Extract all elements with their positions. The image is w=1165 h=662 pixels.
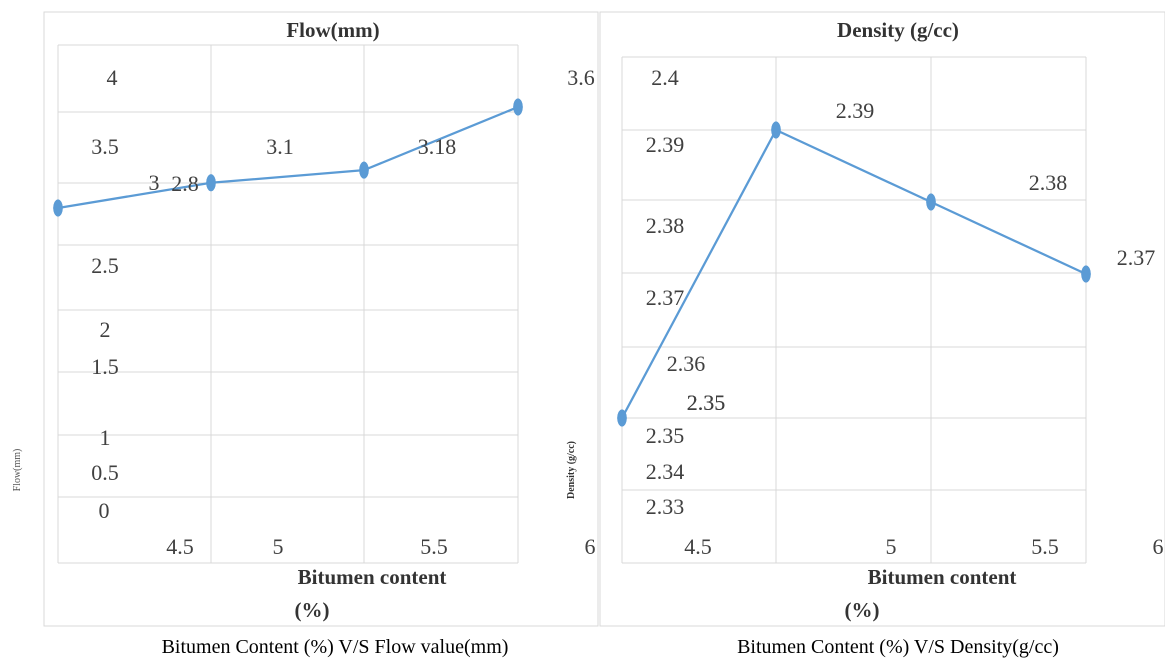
density-series-data-point (617, 409, 627, 427)
density-chart-frame (599, 11, 1165, 627)
flow-x-tick-label: 4.5 (166, 534, 194, 559)
density-series-line (620, 128, 1088, 420)
flow-gridlines (57, 44, 519, 564)
density-x-tick-label: 6 (585, 534, 596, 559)
density-series-data-point (1081, 265, 1091, 283)
flow-y-axis-label: Flow(mm) (12, 449, 23, 492)
flow-series-data-point (53, 199, 63, 217)
density-y-tick-label: 2.33 (646, 494, 685, 519)
flow-x-axis-label: Bitumen content (298, 565, 447, 589)
density-chart-caption: Bitumen Content (%) V/S Density(g/cc) (737, 636, 1059, 658)
density-tick-labels: 2.4 2.39 2.38 2.37 2.36 2.352.35 2.34 2.33 6 4.5 5… (585, 65, 1164, 559)
density-gridlines (621, 56, 1087, 564)
flow-x-tick-label: 3.6 (567, 65, 595, 90)
density-y-tick-label: 2.35 (687, 390, 726, 415)
density-data-label: 2.35 (687, 390, 726, 415)
flow-x-tick-label: 5 (273, 534, 284, 559)
flow-y-tick-label: 4 (107, 65, 118, 90)
density-x-axis-label-unit: (%) (845, 598, 880, 622)
flow-series-data-point (513, 98, 523, 116)
density-y-tick-label: 2.36 (667, 351, 706, 376)
density-series-data-point (771, 121, 781, 139)
density-x-axis-label: Bitumen content (868, 565, 1017, 589)
flow-y-tick-label: 3.5 (91, 134, 119, 159)
density-data-label: 2.37 (1117, 245, 1156, 270)
flow-chart-frame (43, 11, 599, 627)
density-x-tick-label: 5 (886, 534, 897, 559)
density-y-tick-label: 2.39 (646, 132, 685, 157)
density-y-axis-label: Density (g/cc) (566, 441, 577, 499)
flow-y-tick-label: 1 (100, 425, 111, 450)
density-y-tick-label: 2.35 (646, 423, 685, 448)
flow-y-tick-label: 0.5 (91, 460, 119, 485)
density-y-tick-label: 2.4 (651, 65, 679, 90)
density-y-tick-label: 2.38 (646, 213, 685, 238)
flow-data-label: 3.1 (266, 134, 294, 159)
density-x-tick-label: 4.5 (684, 534, 712, 559)
flow-series-data-point (206, 174, 216, 192)
density-data-label: 2.38 (1029, 170, 1068, 195)
flow-chart-title: Flow(mm) (286, 18, 379, 42)
density-x-tick-label: 6 (1153, 534, 1164, 559)
flow-y-tick-label: 2.5 (91, 253, 119, 278)
flow-series-data-point (359, 161, 369, 179)
density-series-data-point (926, 193, 936, 211)
flow-data-labels: 2.8 3.1 3.18 (171, 134, 456, 196)
flow-series (53, 98, 523, 217)
flow-series-line (56, 105, 520, 210)
flow-y-tick-label: 1.5 (91, 354, 119, 379)
density-data-labels: 2.35 2.39 2.38 2.37 (687, 98, 1156, 415)
flow-y-tick-label: 2 (100, 317, 111, 342)
density-y-tick-label: 2.37 (646, 285, 685, 310)
flow-x-axis-label-unit: (%) (295, 598, 330, 622)
density-x-tick-label: 5.5 (1031, 534, 1059, 559)
flow-data-label: 3.18 (418, 134, 457, 159)
flow-tick-labels: 4 3.5 3 2.5 2 1.5 1 0.5 0 4.5 5 5.5 3.6 (91, 65, 595, 559)
flow-x-tick-label: 5.5 (420, 534, 448, 559)
flow-y-tick-label: 0 (99, 498, 110, 523)
density-chart-title: Density (g/cc) (837, 18, 959, 42)
density-series (617, 121, 1091, 427)
flow-y-tick-label: 3 (149, 170, 160, 195)
density-y-tick-label: 2.34 (646, 459, 685, 484)
density-data-label: 2.39 (836, 98, 875, 123)
flow-chart-caption: Bitumen Content (%) V/S Flow value(mm) (162, 636, 509, 658)
flow-data-label: 2.8 (171, 171, 199, 196)
